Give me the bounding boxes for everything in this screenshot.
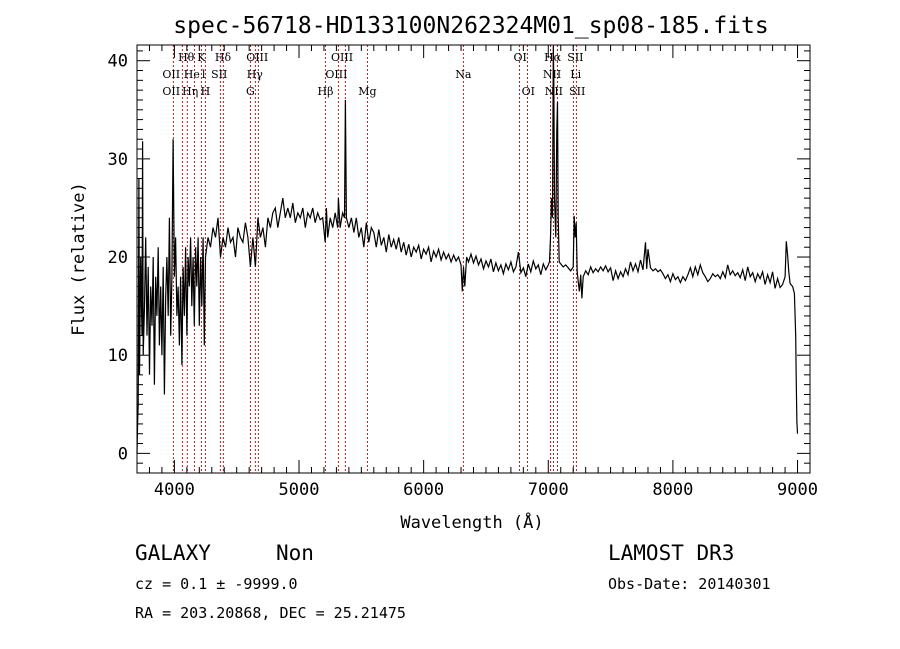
spectral-line-label: NII [543, 68, 561, 81]
spectral-line-label: Na [455, 68, 472, 81]
spectral-line-label: He [184, 68, 200, 81]
spectral-line-label: SII [211, 68, 227, 81]
y-tick-label: 30 [108, 150, 128, 170]
spectral-line-label: Hδ [215, 51, 232, 64]
spectral-line-label: Hγ [247, 68, 264, 81]
obs-date: Obs-Date: 20140301 [608, 575, 771, 593]
spectral-line-label: Hβ [318, 85, 334, 98]
x-tick-label: 5000 [279, 480, 320, 500]
spectral-line-label: Li [570, 68, 581, 81]
x-tick-label: 4000 [154, 480, 195, 500]
radec-text: RA = 203.20868, DEC = 25.21475 [135, 604, 406, 622]
spectral-line-label: H [201, 85, 211, 98]
axis-ticks: 4000 5000 6000 7000 8000 9000 0 10 20 30 40 [108, 45, 818, 500]
x-axis-label: Wavelength (Å) [400, 511, 543, 533]
spectral-line-label: Hθ [178, 51, 195, 64]
y-axis-label: Flux (relative) [69, 182, 89, 336]
spectrum-line [136, 45, 799, 454]
object-subclass: Non [276, 541, 314, 565]
spectral-line-label: OIII [325, 68, 347, 81]
y-tick-label: 10 [108, 346, 128, 366]
spectral-line-label: l [202, 68, 206, 81]
y-tick-label: 40 [108, 52, 128, 72]
spectral-line-label: Mg [358, 85, 376, 98]
spectral-line-label: K [197, 51, 206, 64]
spectral-line-label: OIII [246, 51, 268, 64]
spectral-line-label: OI [522, 85, 535, 98]
chart-title: spec-56718-HD133100N262324M01_sp08-185.f… [173, 13, 768, 39]
object-class: GALAXY [135, 541, 211, 565]
spectral-line-label: G [246, 85, 255, 98]
spectral-line-label: OII [162, 85, 180, 98]
x-tick-label: 6000 [403, 480, 444, 500]
spectral-line-label: OII [162, 68, 180, 81]
line-markers [172, 45, 577, 473]
plot-frame [136, 44, 811, 474]
y-tick-label: 0 [118, 444, 128, 464]
spectral-line-label: SII [569, 85, 585, 98]
x-tick-label: 7000 [528, 480, 569, 500]
y-tick-label: 20 [108, 248, 128, 268]
redshift-text: cz = 0.1 ± -9999.0 [135, 575, 298, 593]
spectral-line-label: SII [567, 51, 583, 64]
x-tick-label: 9000 [777, 480, 818, 500]
spectral-line-label: OI [514, 51, 527, 64]
survey-name: LAMOST DR3 [608, 541, 734, 565]
spectral-line-label: OIII [331, 51, 353, 64]
x-tick-label: 8000 [652, 480, 693, 500]
spectral-line-label: Hη [182, 85, 198, 98]
